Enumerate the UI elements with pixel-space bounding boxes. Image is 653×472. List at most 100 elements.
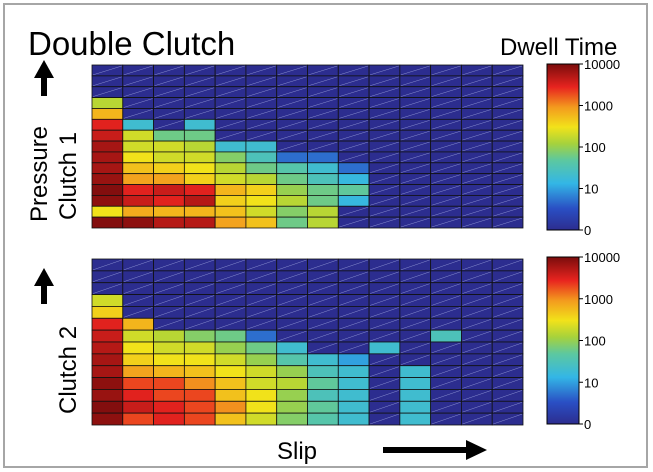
clutch-2-cell-hatch	[493, 307, 523, 318]
clutch-1-cell-r12-c1	[122, 194, 154, 207]
clutch-1-cell-r7-c4	[214, 140, 247, 153]
clutch-1-cell-hatch	[400, 120, 430, 130]
clutch-2-cell-r10-c4	[214, 377, 247, 390]
clutch-1-cell-hatch	[493, 76, 523, 86]
clutch-2-cell-hatch	[123, 295, 153, 306]
clutch-2-cell-hatch	[339, 259, 369, 271]
clutch-1-cell-r11-c6	[276, 184, 308, 196]
clutch-1-cell-r14-c0	[91, 216, 124, 229]
clutch-1-cell-hatch	[400, 163, 430, 173]
clutch-1-cell-hatch	[246, 109, 276, 119]
clutch-2-cell-hatch	[431, 378, 461, 389]
clutch-2-cell-r11-c3	[183, 389, 216, 402]
clutch-2-cell-hatch	[339, 283, 369, 294]
colorbar-top-tick-label: 1000	[584, 99, 613, 114]
clutch-2-cell-hatch	[154, 319, 184, 330]
clutch-1-cell-r10-c5	[245, 173, 278, 185]
clutch-1-cell-hatch	[185, 65, 215, 76]
clutch-2-cell-hatch	[92, 259, 122, 271]
clutch-1-cell-hatch	[431, 65, 461, 76]
clutch-2-cell-hatch	[308, 271, 338, 282]
clutch-2-cell-hatch	[308, 283, 338, 294]
clutch-2-cell-hatch	[462, 390, 492, 401]
clutch-1-cell-hatch	[462, 65, 492, 76]
clutch-1-cell-r11-c3	[183, 184, 216, 196]
clutch-2-cell-hatch	[400, 354, 430, 365]
clutch-1-cell-hatch	[369, 163, 399, 173]
clutch-1-cell-hatch	[92, 76, 122, 86]
clutch-2-cell-hatch	[246, 295, 276, 306]
clutch-2-cell-r8-c8	[337, 353, 370, 367]
clutch-1-cell-hatch	[462, 76, 492, 86]
clutch-2-cell-r9-c1	[122, 365, 154, 378]
clutch-2-cell-hatch	[431, 283, 461, 294]
clutch-2-cell-hatch	[308, 295, 338, 306]
clutch-1-cell-hatch	[400, 98, 430, 108]
colorbar-bottom-tick-label: 0	[584, 417, 591, 432]
clutch-1-cell-r5-c0	[91, 118, 124, 131]
clutch-2-cell-r9-c6	[276, 365, 308, 378]
clutch-1-cell-hatch	[431, 76, 461, 86]
clutch-1-cell-hatch	[185, 87, 215, 97]
clutch-2-cell-r9-c10	[399, 365, 432, 378]
clutch-1-cell-r12-c5	[245, 194, 278, 207]
clutch-1-cell-hatch	[493, 65, 523, 76]
clutch-1-cell-hatch	[493, 163, 523, 173]
clutch-1-cell-hatch	[308, 120, 338, 130]
clutch-1-cell-r14-c2	[153, 216, 185, 229]
clutch-2-cell-r8-c3	[183, 353, 216, 367]
clutch-2-cell-hatch	[308, 259, 338, 271]
clutch-1-cell-r9-c2	[153, 162, 185, 175]
ylabel-pressure: Pressure	[26, 126, 53, 222]
clutch-1-cell-hatch	[400, 174, 430, 184]
clutch-2-cell-hatch	[277, 319, 307, 330]
clutch-2-cell-r13-c1	[122, 412, 154, 426]
clutch-1-cell-r12-c8	[337, 194, 370, 207]
ylabel-clutch-2: Clutch 2	[55, 326, 82, 414]
clutch-2-cell-r12-c8	[337, 400, 370, 414]
clutch-1-cell-hatch	[308, 141, 338, 152]
clutch-2-cell-hatch	[400, 307, 430, 318]
clutch-1-cell-hatch	[431, 185, 461, 195]
clutch-1-cell-r10-c7	[307, 173, 339, 185]
clutch-2-cell-hatch	[400, 283, 430, 294]
clutch-2-cell-r7-c9	[368, 341, 401, 355]
clutch-1-cell-r9-c5	[245, 162, 278, 175]
clutch-2-cell-r11-c1	[122, 389, 154, 402]
clutch-1-cell-hatch	[431, 87, 461, 97]
clutch-2-cell-hatch	[246, 319, 276, 330]
clutch-2-cell-r13-c4	[214, 412, 247, 426]
clutch-2-cell-hatch	[185, 271, 215, 282]
clutch-2-cell-hatch	[462, 413, 492, 425]
clutch-1-cell-r9-c6	[276, 162, 308, 175]
clutch-1-cell-hatch	[493, 174, 523, 184]
clutch-2-cell-hatch	[400, 295, 430, 306]
clutch-1-cell-hatch	[246, 87, 276, 97]
clutch-1-cell-hatch	[369, 76, 399, 86]
clutch-1-cell-hatch	[339, 76, 369, 86]
clutch-2-cell-r9-c3	[183, 365, 216, 378]
clutch-1-cell-hatch	[216, 87, 246, 97]
clutch-2-cell-r12-c1	[122, 400, 154, 414]
clutch-1-cell-hatch	[462, 141, 492, 152]
clutch-2-cell-hatch	[493, 271, 523, 282]
clutch-1-cell-hatch	[154, 120, 184, 130]
clutch-1-cell-hatch	[431, 217, 461, 228]
clutch-1-cell-r12-c4	[214, 194, 247, 207]
clutch-2-cell-hatch	[493, 378, 523, 389]
clutch-2-cell-hatch	[493, 319, 523, 330]
clutch-2-cell-hatch	[493, 354, 523, 365]
clutch-2-cell-r11-c8	[337, 389, 370, 402]
chart-title: Double Clutch	[28, 25, 235, 62]
clutch-2-cell-hatch	[154, 307, 184, 318]
clutch-1-cell-hatch	[400, 87, 430, 97]
clutch-1-cell-hatch	[277, 141, 307, 152]
clutch-2-cell-r7-c3	[183, 341, 216, 355]
clutch-2-cell-hatch	[339, 307, 369, 318]
clutch-1-cell-r9-c4	[214, 162, 247, 175]
clutch-1-cell-r7-c1	[122, 140, 154, 153]
clutch-2-cell-hatch	[369, 295, 399, 306]
clutch-1-cell-r6-c1	[122, 129, 154, 142]
clutch-2-cell-hatch	[400, 342, 430, 354]
